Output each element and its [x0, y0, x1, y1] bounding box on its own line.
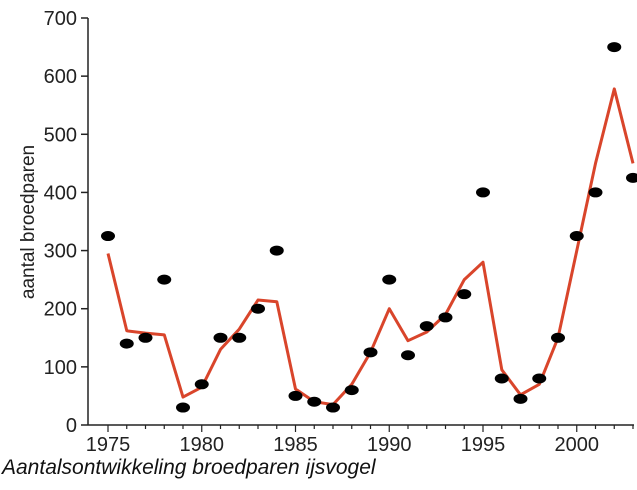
data-point	[232, 332, 247, 343]
data-point	[269, 245, 284, 256]
data-point	[326, 402, 340, 413]
y-tick-label: 0	[66, 415, 77, 437]
y-tick-label: 100	[44, 357, 77, 379]
data-point	[307, 396, 322, 407]
data-point	[569, 231, 584, 242]
x-tick-label: 2000	[555, 434, 600, 455]
chart-caption: Aantalsontwikkeling broedparen ijsvogel	[2, 456, 376, 479]
data-point	[626, 172, 637, 183]
data-point	[419, 321, 434, 332]
y-tick-label: 300	[44, 241, 77, 263]
data-point	[607, 42, 622, 53]
data-point	[194, 379, 209, 390]
data-point	[101, 231, 115, 242]
data-point	[588, 187, 603, 198]
x-ticks: 1975 1980 1985 1990 1995 2000	[86, 425, 634, 455]
data-point	[176, 402, 190, 413]
data-point	[476, 187, 490, 198]
data-point	[401, 350, 415, 361]
data-point	[119, 338, 134, 349]
x-tick-label: 1985	[273, 434, 318, 455]
data-point	[438, 312, 453, 323]
data-point	[138, 332, 153, 343]
data-point	[288, 390, 303, 401]
y-tick-label: 500	[44, 124, 77, 146]
data-point	[457, 289, 472, 300]
data-point	[551, 332, 565, 343]
y-tick-label: 200	[44, 299, 77, 321]
x-tick-label: 1975	[86, 434, 131, 455]
y-ticks: 0 100 200 300 400 500 600 700	[44, 8, 88, 437]
data-point	[251, 303, 265, 314]
data-point	[363, 347, 378, 358]
data-point	[513, 393, 528, 404]
data-point	[213, 332, 228, 343]
data-point	[532, 373, 547, 384]
y-axis-label: aantal broedparen	[18, 145, 39, 299]
x-tick-label: 1990	[367, 434, 412, 455]
data-point	[344, 385, 359, 396]
data-points	[101, 42, 637, 413]
x-tick-label: 1995	[461, 434, 506, 455]
x-tick-label: 1980	[180, 434, 225, 455]
y-tick-label: 400	[44, 182, 77, 204]
y-tick-label: 600	[44, 66, 77, 88]
data-point	[494, 373, 509, 384]
y-tick-label: 700	[44, 8, 77, 30]
data-point	[382, 274, 397, 285]
data-point	[157, 274, 172, 285]
